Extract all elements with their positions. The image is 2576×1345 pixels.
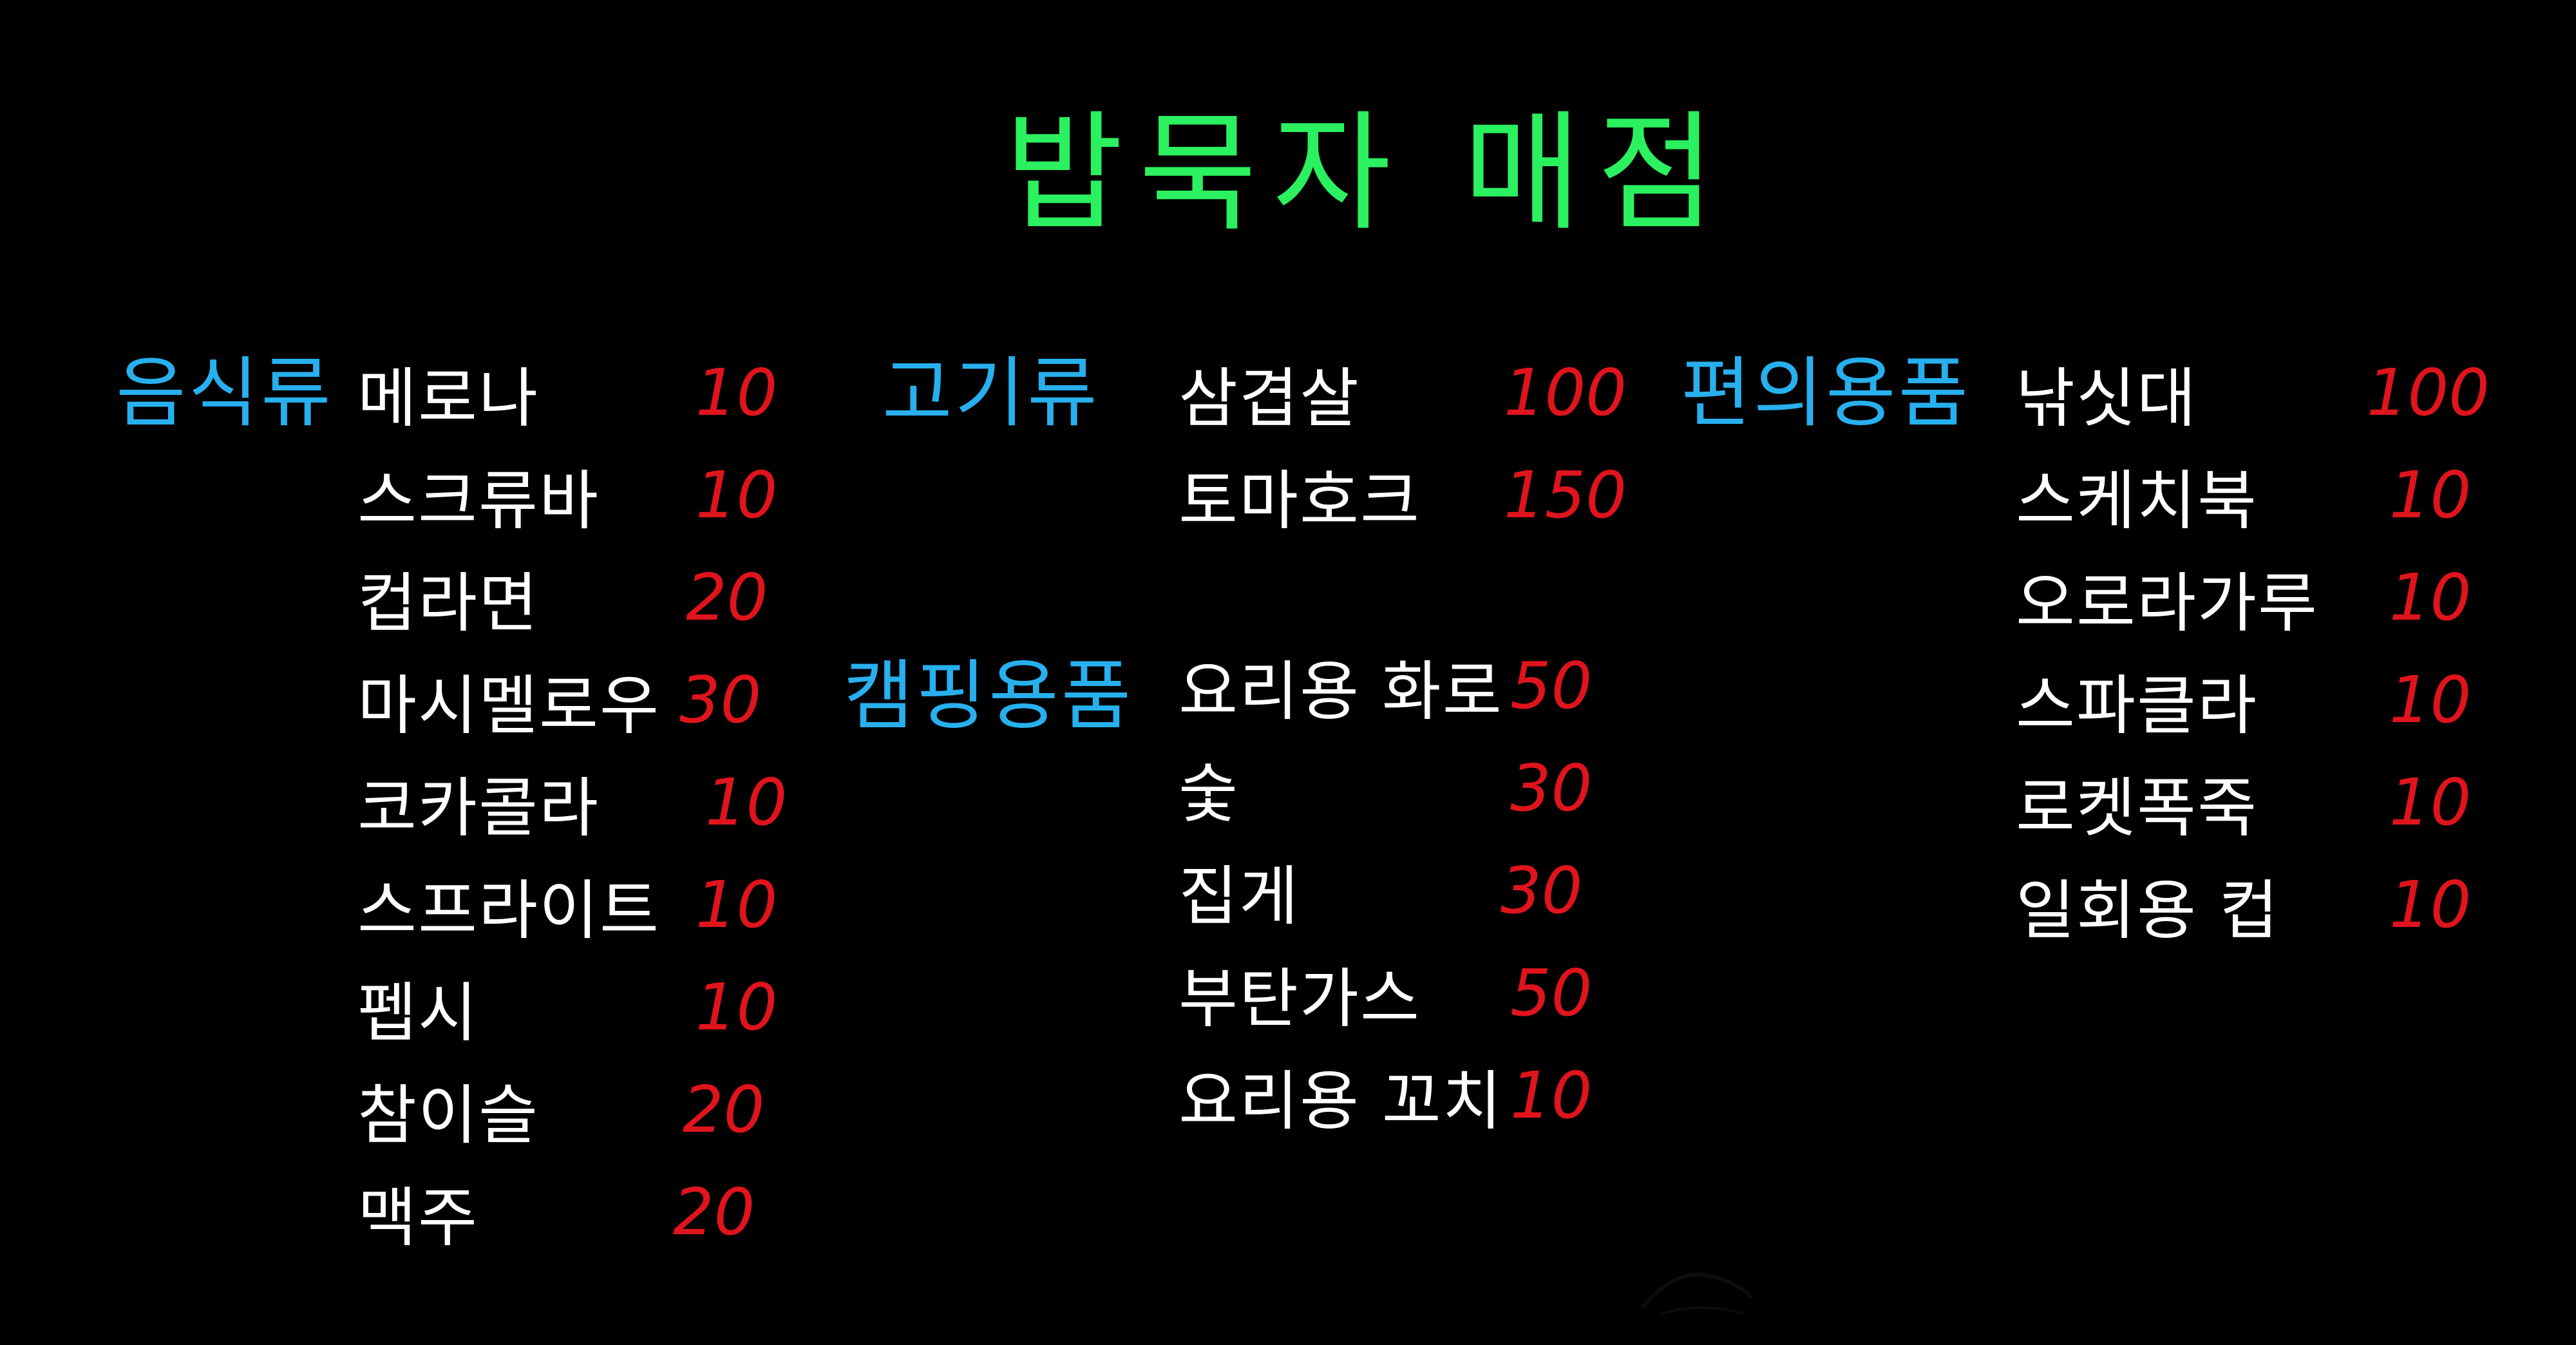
list-item: 요리용 꼬치 10	[1179, 1044, 1629, 1147]
list-item: 메로나 10	[357, 341, 777, 444]
item-price: 10	[696, 457, 778, 533]
category-food: 음식류	[116, 348, 334, 437]
item-price: 150	[1504, 457, 1627, 533]
item-price: 100	[2367, 355, 2490, 430]
item-name: 스케치북	[2016, 463, 2258, 539]
item-name: 마시멜로우	[357, 668, 660, 743]
item-name: 일회용 컵	[2016, 873, 2280, 948]
item-price: 30	[1510, 750, 1593, 826]
list-item: 코카콜라 10	[357, 751, 787, 854]
list-item: 마시멜로우 30	[357, 649, 770, 751]
item-name: 로켓폭죽	[2016, 770, 2258, 846]
item-price: 50	[1510, 648, 1593, 723]
item-name: 스파클라	[2016, 668, 2258, 743]
item-name: 낚싯대	[2016, 361, 2197, 436]
item-price: 10	[696, 867, 778, 942]
list-item: 집게 30	[1179, 839, 1629, 942]
list-item: 펩시 10	[357, 956, 777, 1058]
list-item: 오로라가루 10	[2016, 546, 2505, 649]
convenience-list: 낚싯대 100 스케치북 10 오로라가루 10 스파클라 10 로켓폭죽 10 일회용 …	[2016, 341, 2505, 956]
item-name: 맥주	[357, 1180, 478, 1255]
item-name: 오로라가루	[2016, 566, 2318, 641]
item-price: 10	[2389, 560, 2472, 635]
list-item: 스크류바 10	[357, 444, 777, 546]
list-item: 스케치북 10	[2016, 444, 2505, 546]
item-price: 10	[705, 765, 788, 840]
item-name: 메로나	[357, 361, 539, 436]
item-name: 요리용 꼬치	[1179, 1064, 1503, 1139]
item-price: 10	[2389, 867, 2472, 942]
item-price: 10	[696, 969, 778, 1045]
list-item: 맥주 20	[357, 1161, 770, 1263]
list-item: 컵라면 20	[357, 546, 770, 649]
list-item: 스프라이트 10	[357, 854, 777, 956]
item-name: 삼겹살	[1179, 361, 1360, 436]
item-price: 20	[683, 1072, 765, 1147]
item-price: 50	[1510, 955, 1593, 1031]
item-name: 참이슬	[357, 1078, 539, 1153]
smudge-mark	[1640, 1272, 1754, 1315]
item-price: 10	[2389, 765, 2472, 840]
item-name: 컵라면	[357, 566, 539, 641]
item-price: 30	[1501, 853, 1583, 928]
item-name: 펩시	[357, 975, 478, 1051]
meat-list: 삼겹살 100 토마호크 150	[1179, 341, 1629, 546]
list-item: 낚싯대 100	[2016, 341, 2505, 444]
food-list: 메로나 10 스크류바 10 컵라면 20 마시멜로우 30 코카콜라 10 스프라이트 1…	[357, 341, 787, 1263]
item-price: 10	[696, 355, 778, 430]
list-item: 삼겹살 100	[1179, 341, 1629, 444]
item-name: 토마호크	[1179, 463, 1421, 539]
list-item: 요리용 화로 50	[1179, 634, 1629, 737]
item-name: 요리용 화로	[1179, 654, 1503, 729]
list-item: 일회용 컵 10	[2016, 854, 2505, 956]
item-price: 30	[679, 662, 762, 738]
list-item: 숯 30	[1179, 737, 1629, 839]
category-meat: 고기류	[882, 348, 1100, 437]
item-price: 20	[673, 1174, 755, 1250]
item-price: 20	[686, 560, 768, 635]
item-name: 스크류바	[357, 463, 600, 539]
camping-list: 요리용 화로 50 숯 30 집게 30 부탄가스 50 요리용 꼬치 10	[1179, 634, 1629, 1147]
item-name: 스프라이트	[357, 873, 660, 948]
item-price: 10	[1510, 1058, 1593, 1133]
category-convenience: 편의용품	[1681, 348, 1971, 437]
item-name: 집게	[1179, 859, 1300, 934]
list-item: 참이슬 20	[357, 1058, 770, 1161]
category-camping: 캠핑용품	[844, 651, 1134, 740]
item-name: 부탄가스	[1179, 961, 1421, 1036]
menu-title: 밥묵자 매점	[1005, 99, 1731, 249]
item-price: 10	[2389, 662, 2472, 738]
item-name: 숯	[1179, 756, 1239, 832]
list-item: 부탄가스 50	[1179, 942, 1629, 1044]
list-item: 스파클라 10	[2016, 649, 2505, 751]
item-name: 코카콜라	[357, 770, 600, 846]
item-price: 100	[1504, 355, 1627, 430]
list-item: 로켓폭죽 10	[2016, 751, 2505, 854]
list-item: 토마호크 150	[1179, 444, 1629, 546]
item-price: 10	[2389, 457, 2472, 533]
